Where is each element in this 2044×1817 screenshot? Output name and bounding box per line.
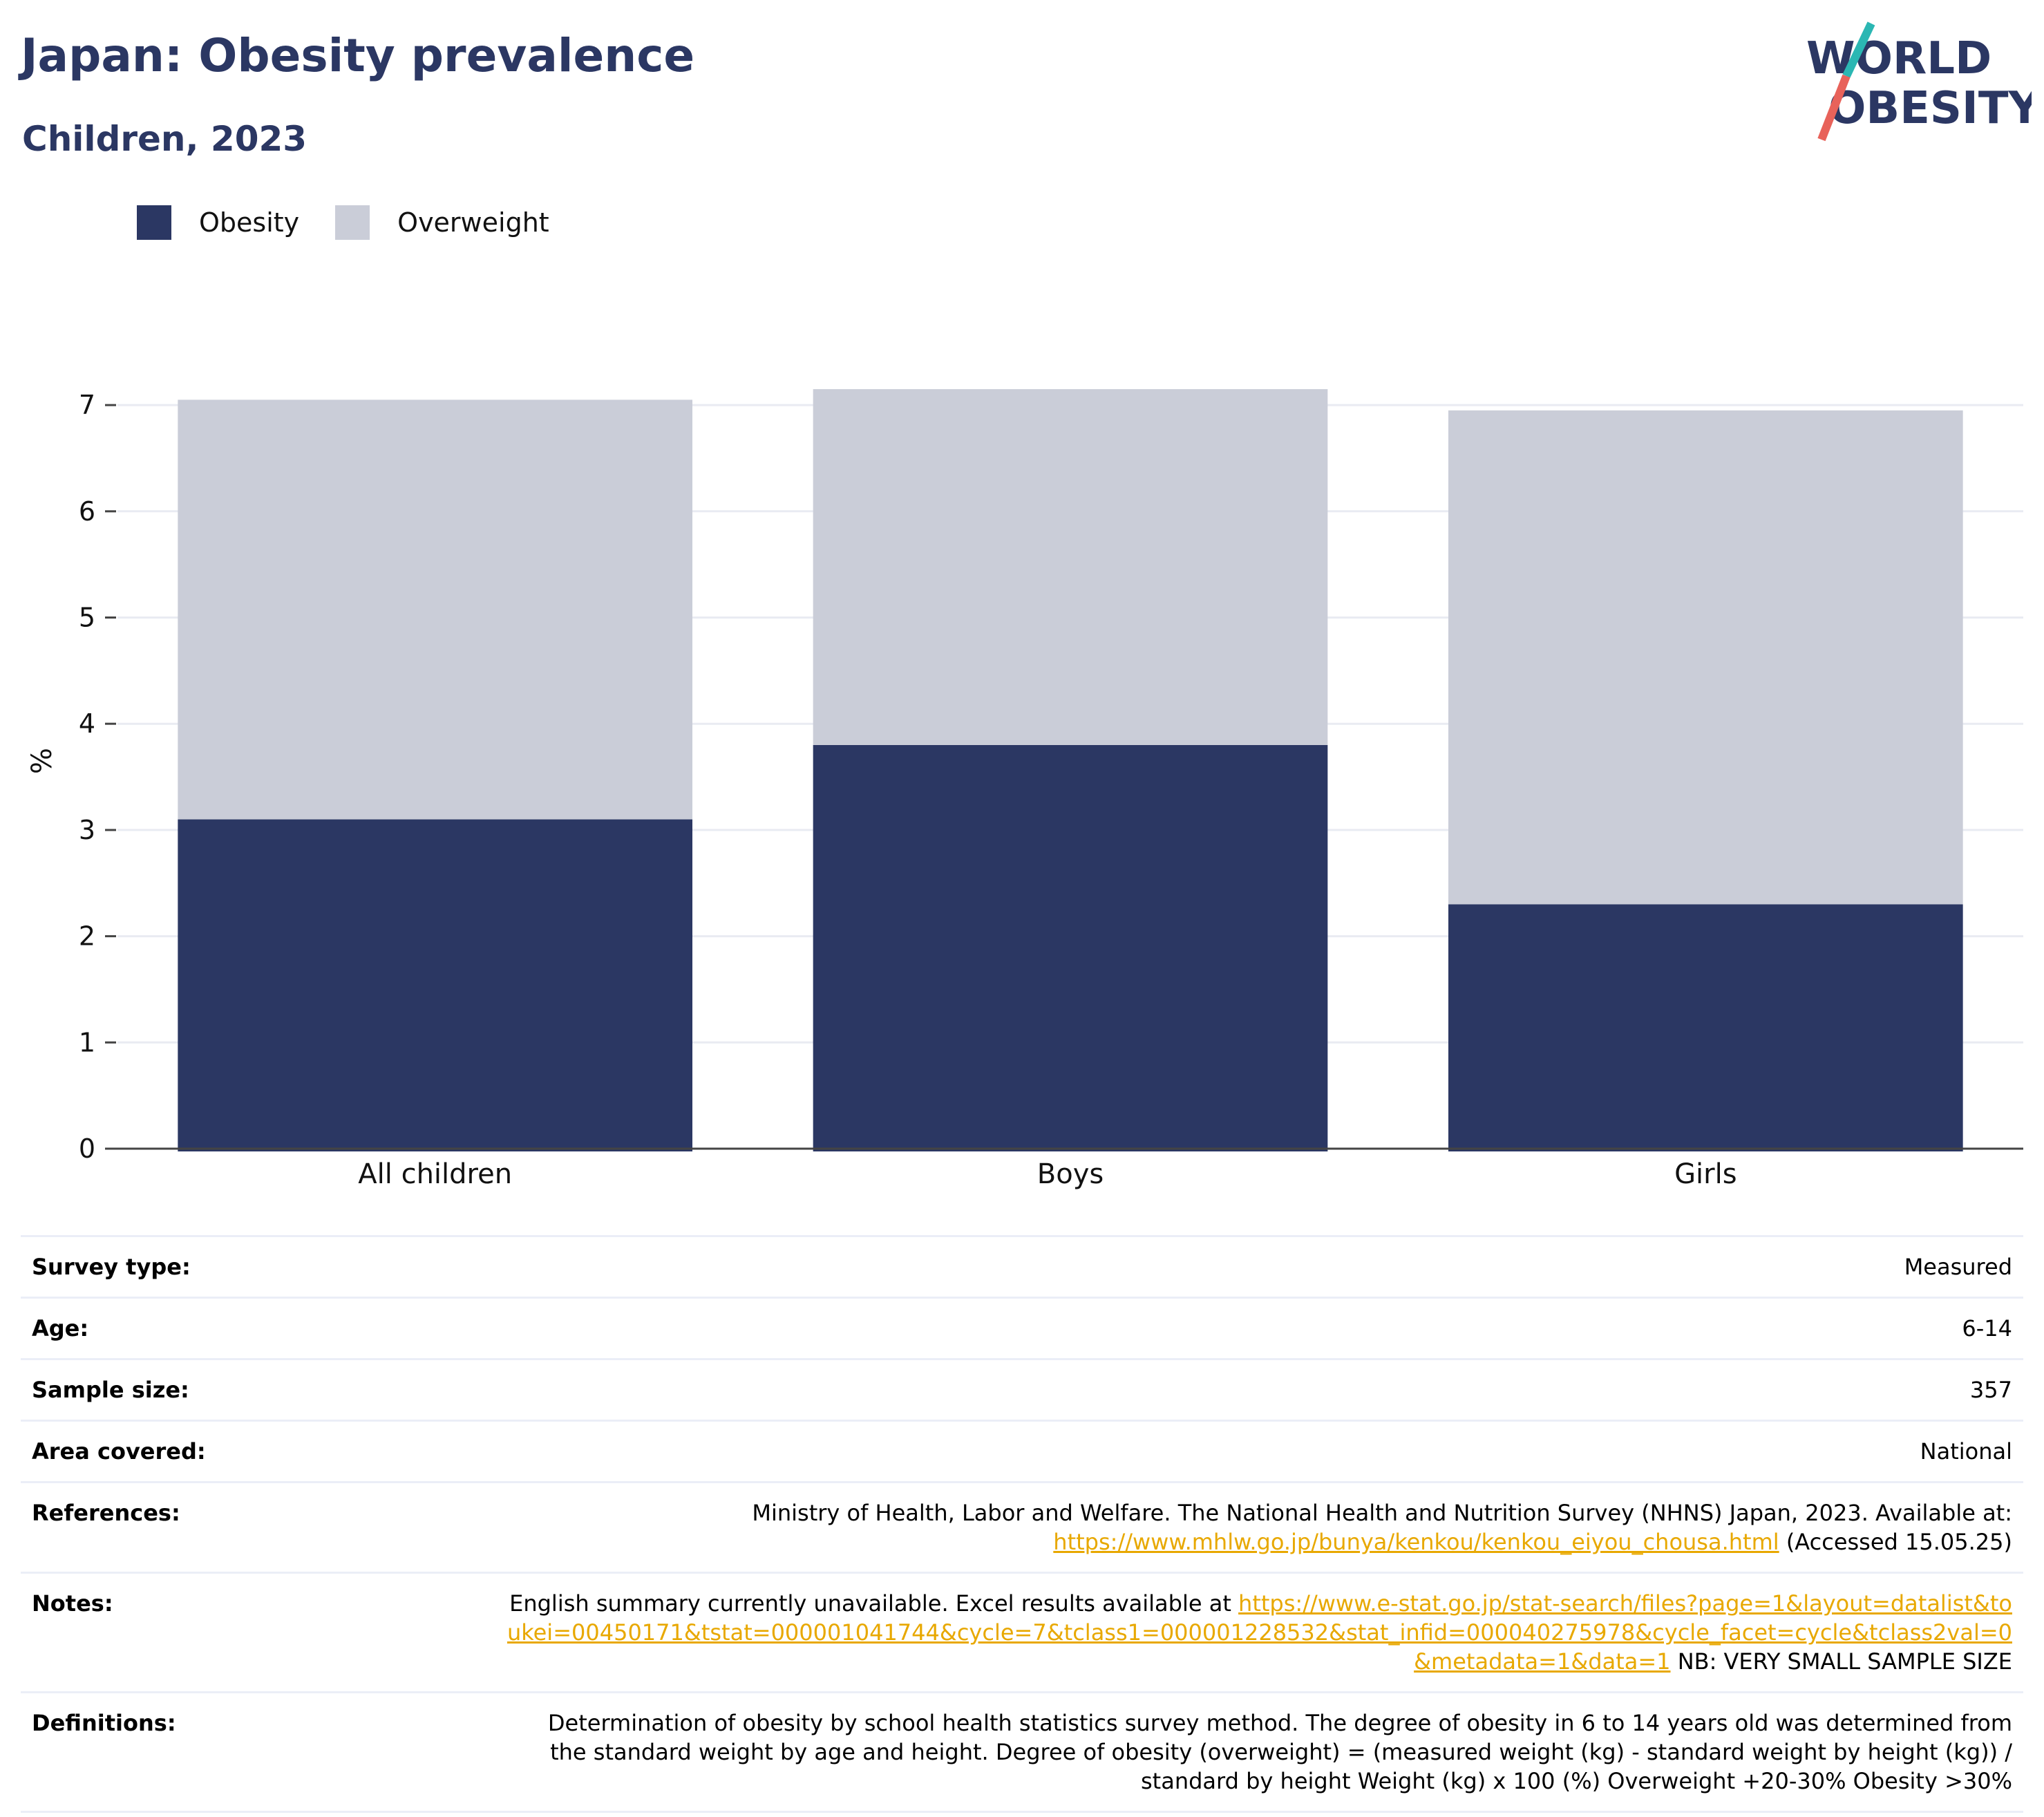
y-tick-label: 7	[79, 390, 95, 420]
legend-swatch-obesity	[137, 205, 171, 240]
y-tick-label: 4	[79, 708, 95, 739]
logo-line2: OBESITY	[1828, 83, 2032, 134]
page-title: Japan: Obesity prevalence	[21, 29, 695, 82]
x-tick-label: Boys	[1037, 1158, 1104, 1190]
bar-overweight-girls	[1448, 410, 1963, 905]
info-value: 6-14	[1962, 1315, 2012, 1341]
references-suffix: (Accessed 15.05.25)	[1779, 1529, 2012, 1555]
y-tick-label: 1	[79, 1027, 95, 1057]
info-label: Definitions:	[32, 1710, 176, 1736]
y-tick-label: 5	[79, 603, 95, 633]
info-label: Age:	[32, 1315, 89, 1341]
page-subtitle: Children, 2023	[22, 119, 307, 159]
info-label: References:	[32, 1500, 180, 1526]
notes-text: English summary currently unavailable. E…	[509, 1590, 1239, 1617]
info-label: Survey type:	[32, 1254, 191, 1280]
y-tick-label: 3	[79, 815, 95, 845]
info-value: 357	[1969, 1377, 2012, 1403]
legend-label-obesity: Obesity	[199, 207, 300, 238]
x-tick-label: Girls	[1674, 1158, 1737, 1190]
logo-slash-teal	[1842, 21, 1875, 78]
world-obesity-logo: WORLD OBESITY	[1806, 21, 2032, 142]
y-tick-label: 2	[79, 921, 95, 952]
info-label: Area covered:	[32, 1438, 206, 1465]
info-label: Notes:	[32, 1590, 113, 1617]
legend-item-overweight[interactable]: Overweight	[335, 205, 549, 240]
references-link[interactable]: https://www.mhlw.go.jp/bunya/kenkou/kenk…	[1053, 1529, 1779, 1555]
info-row-references: References: Ministry of Health, Labor an…	[21, 1483, 2023, 1574]
info-value: Ministry of Health, Labor and Welfare. T…	[752, 1498, 2012, 1556]
info-value: Determination of obesity by school healt…	[547, 1710, 2012, 1794]
bar-obesity-all-children	[178, 819, 692, 1151]
info-label: Sample size:	[32, 1377, 189, 1403]
info-row-area: Area covered: National	[21, 1422, 2023, 1483]
bar-chart: 0 1 2 3 4 5 6 7% All children Boys Girls	[26, 389, 2023, 1190]
references-text: Ministry of Health, Labor and Welfare. T…	[752, 1500, 2012, 1526]
bar-overweight-all-children	[178, 399, 692, 820]
info-value: Measured	[1904, 1254, 2012, 1280]
info-row-definitions: Definitions: Determination of obesity by…	[21, 1693, 2023, 1813]
notes-link[interactable]: https://www.e-stat.go.jp/stat-search/fil…	[507, 1590, 2012, 1675]
x-tick-label: All children	[358, 1158, 512, 1190]
chart-legend: Obesity Overweight	[137, 205, 585, 241]
legend-item-obesity[interactable]: Obesity	[137, 205, 299, 240]
legend-label-overweight: Overweight	[397, 207, 549, 238]
survey-info-table: Survey type: Measured Age: 6-14 Sample s…	[21, 1235, 2023, 1813]
notes-suffix: NB: VERY SMALL SAMPLE SIZE	[1670, 1648, 2012, 1675]
info-value: English summary currently unavailable. E…	[506, 1589, 2012, 1676]
bar-obesity-boys	[813, 744, 1328, 1151]
info-row-age: Age: 6-14	[21, 1299, 2023, 1360]
y-tick-label: 0	[79, 1133, 95, 1164]
info-row-survey-type: Survey type: Measured	[21, 1237, 2023, 1299]
info-row-sample-size: Sample size: 357	[21, 1360, 2023, 1422]
info-value: National	[1920, 1438, 2012, 1465]
info-row-notes: Notes: English summary currently unavail…	[21, 1574, 2023, 1693]
bar-obesity-girls	[1448, 904, 1963, 1151]
legend-swatch-overweight	[335, 205, 370, 240]
y-tick-label: 6	[79, 496, 95, 527]
logo-slash-coral	[1817, 74, 1851, 142]
y-axis-label: %	[26, 748, 58, 774]
bar-overweight-boys	[813, 389, 1328, 745]
logo-line1: WORLD	[1806, 33, 1991, 84]
